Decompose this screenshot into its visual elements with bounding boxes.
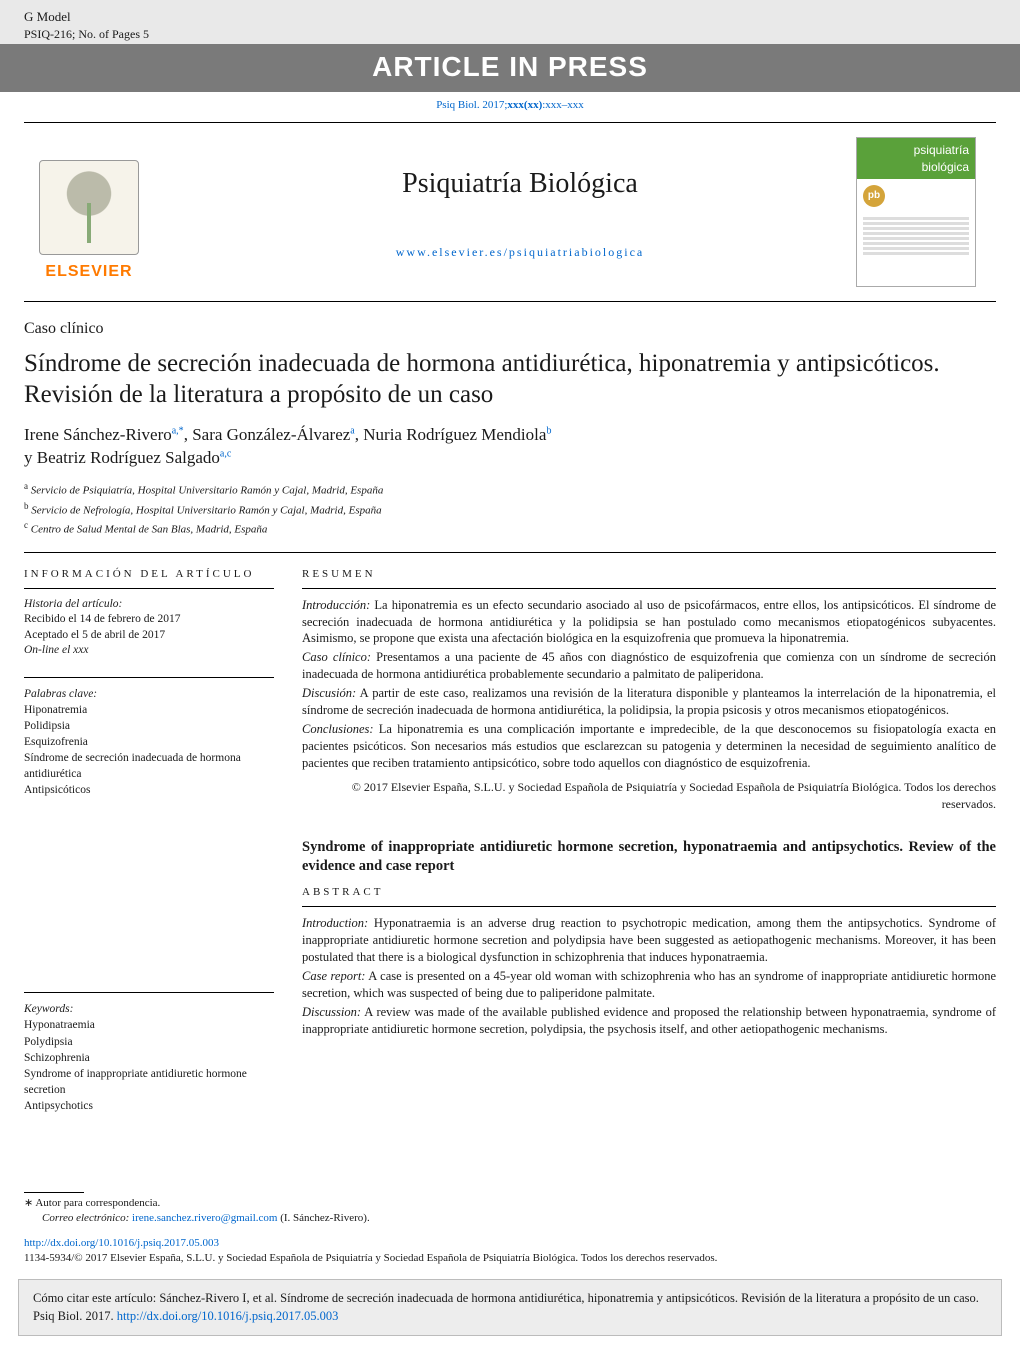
- corr-mark: ∗: [24, 1197, 33, 1209]
- history-online: On-line el xxx: [24, 644, 89, 656]
- footer: ∗ Autor para correspondencia. Correo ele…: [24, 1192, 996, 1265]
- kw-en-1: Polydipsia: [24, 1034, 274, 1050]
- res-conc-lead: Conclusiones:: [302, 722, 374, 736]
- cite-doi-link[interactable]: http://dx.doi.org/10.1016/j.psiq.2017.05…: [117, 1309, 339, 1323]
- mini-rule: [24, 588, 274, 589]
- abs-disc-text: A review was made of the available publi…: [302, 1005, 996, 1036]
- email-suffix: (I. Sánchez-Rivero).: [277, 1212, 369, 1224]
- journal-cover-thumbnail: psiquiatría biológica pb: [856, 137, 976, 287]
- palabras-label: Palabras clave:: [24, 686, 274, 702]
- aff-a: Servicio de Psiquiatría, Hospital Univer…: [28, 485, 383, 497]
- keywords-label: Keywords:: [24, 1001, 274, 1017]
- history-label: Historia del artículo:: [24, 597, 274, 613]
- abs-case-lead: Case report:: [302, 969, 365, 983]
- citation-prefix: Psiq Biol. 2017;: [436, 99, 507, 111]
- abs-intro-text: Hyponatraemia is an adverse drug reactio…: [302, 916, 996, 964]
- author-1: Irene Sánchez-Rivero: [24, 425, 172, 444]
- corr-email-link[interactable]: irene.sanchez.rivero@gmail.com: [132, 1212, 277, 1224]
- corr-text: Autor para correspondencia.: [33, 1197, 160, 1209]
- citation-suffix: :xxx–xxx: [542, 99, 584, 111]
- res-conc-text: La hiponatremia es una complicación impo…: [302, 722, 996, 770]
- kw-es-1: Polidipsia: [24, 718, 274, 734]
- rights-line: 1134-5934/© 2017 Elsevier España, S.L.U.…: [24, 1251, 996, 1266]
- author-4: y Beatriz Rodríguez Salgado: [24, 448, 220, 467]
- footnote-rule: [24, 1192, 84, 1193]
- abs-disc-lead: Discussion:: [302, 1005, 361, 1019]
- res-intro-lead: Introducción:: [302, 598, 370, 612]
- history-received: Recibido el 14 de febrero de 2017: [24, 612, 274, 628]
- res-intro-text: La hiponatremia es un efecto secundario …: [302, 598, 996, 646]
- mini-rule-2: [24, 677, 274, 678]
- abs-case-text: A case is presented on a 45-year old wom…: [302, 969, 996, 1000]
- authors-line: Irene Sánchez-Riveroa,*, Sara González-Á…: [24, 424, 996, 470]
- article-in-press-banner: ARTICLE IN PRESS: [0, 44, 1020, 92]
- kw-en-3: Syndrome of inappropriate antidiuretic h…: [24, 1066, 274, 1098]
- journal-url-link[interactable]: www.elsevier.es/psiquiatriabiologica: [396, 245, 645, 259]
- history-accepted: Aceptado el 5 de abril de 2017: [24, 628, 274, 644]
- article-header: Caso clínico Síndrome de secreción inade…: [24, 318, 996, 552]
- mini-rule-3: [24, 992, 274, 993]
- author-2-sep: , Sara González-Álvarez: [184, 425, 351, 444]
- short-citation: Psiq Biol. 2017;xxx(xx):xxx–xxx: [0, 92, 1020, 123]
- cover-head-1: psiquiatría: [863, 142, 969, 158]
- psiq-ref: PSIQ-216; No. of Pages 5: [24, 26, 149, 42]
- resumen-body: Introducción: La hiponatremia es un efec…: [302, 588, 996, 812]
- left-column: información del artículo Historia del ar…: [24, 567, 274, 1132]
- email-label: Correo electrónico:: [42, 1212, 132, 1224]
- affiliations: a Servicio de Psiquiatría, Hospital Univ…: [24, 480, 996, 537]
- abstract-body: Introduction: Hyponatraemia is an advers…: [302, 906, 996, 1037]
- content-columns: información del artículo Historia del ar…: [24, 567, 996, 1132]
- journal-header: ELSEVIER Psiquiatría Biológica www.elsev…: [24, 122, 996, 302]
- abs-intro-lead: Introduction:: [302, 916, 368, 930]
- article-title: Síndrome de secreción inadecuada de horm…: [24, 348, 996, 411]
- author-1-aff: a,*: [172, 426, 184, 437]
- aff-b: Servicio de Nefrología, Hospital Univers…: [29, 504, 382, 516]
- res-disc-lead: Discusión:: [302, 686, 356, 700]
- history-block: Historia del artículo: Recibido el 14 de…: [24, 597, 274, 659]
- english-title: Syndrome of inappropriate antidiuretic h…: [302, 838, 996, 876]
- right-column: resumen Introducción: La hiponatremia es…: [302, 567, 996, 1132]
- keywords-block: Keywords: Hyponatraemia Polydipsia Schiz…: [24, 1001, 274, 1114]
- model-bar: G Model PSIQ-216; No. of Pages 5: [0, 0, 1020, 44]
- palabras-clave-block: Palabras clave: Hiponatremia Polidipsia …: [24, 686, 274, 799]
- journal-title: Psiquiatría Biológica: [194, 165, 846, 203]
- kw-en-4: Antipsychotics: [24, 1098, 274, 1114]
- res-caso-text: Presentamos a una paciente de 45 años co…: [302, 650, 996, 681]
- resumen-heading: resumen: [302, 567, 996, 582]
- author-3-aff: b: [546, 426, 551, 437]
- cover-badge: pb: [863, 185, 885, 207]
- abstract-heading: abstract: [302, 885, 996, 900]
- author-3-sep: , Nuria Rodríguez Mendiola: [355, 425, 547, 444]
- kw-en-0: Hyponatraemia: [24, 1017, 274, 1033]
- article-type: Caso clínico: [24, 318, 996, 340]
- kw-es-0: Hiponatremia: [24, 702, 274, 718]
- elsevier-wordmark: ELSEVIER: [45, 261, 132, 283]
- elsevier-logo: ELSEVIER: [24, 142, 154, 282]
- info-heading: información del artículo: [24, 567, 274, 582]
- elsevier-tree-icon: [39, 160, 139, 255]
- aff-c: Centro de Salud Mental de San Blas, Madr…: [28, 523, 267, 535]
- divider: [24, 552, 996, 553]
- res-caso-lead: Caso clínico:: [302, 650, 371, 664]
- g-model-label: G Model: [24, 8, 149, 26]
- kw-es-2: Esquizofrenia: [24, 734, 274, 750]
- resumen-copyright: © 2017 Elsevier España, S.L.U. y Socieda…: [302, 779, 996, 811]
- kw-es-3: Síndrome de secreción inadecuada de horm…: [24, 750, 274, 782]
- citation-vol: xxx(xx): [507, 99, 542, 111]
- doi-link[interactable]: http://dx.doi.org/10.1016/j.psiq.2017.05…: [24, 1237, 219, 1249]
- kw-es-4: Antipsicóticos: [24, 782, 274, 798]
- author-4-aff: a,c: [220, 449, 231, 460]
- kw-en-2: Schizophrenia: [24, 1050, 274, 1066]
- cover-head-2: biológica: [863, 159, 969, 175]
- res-disc-text: A partir de este caso, realizamos una re…: [302, 686, 996, 717]
- how-to-cite-box: Cómo citar este artículo: Sánchez-Rivero…: [18, 1279, 1002, 1336]
